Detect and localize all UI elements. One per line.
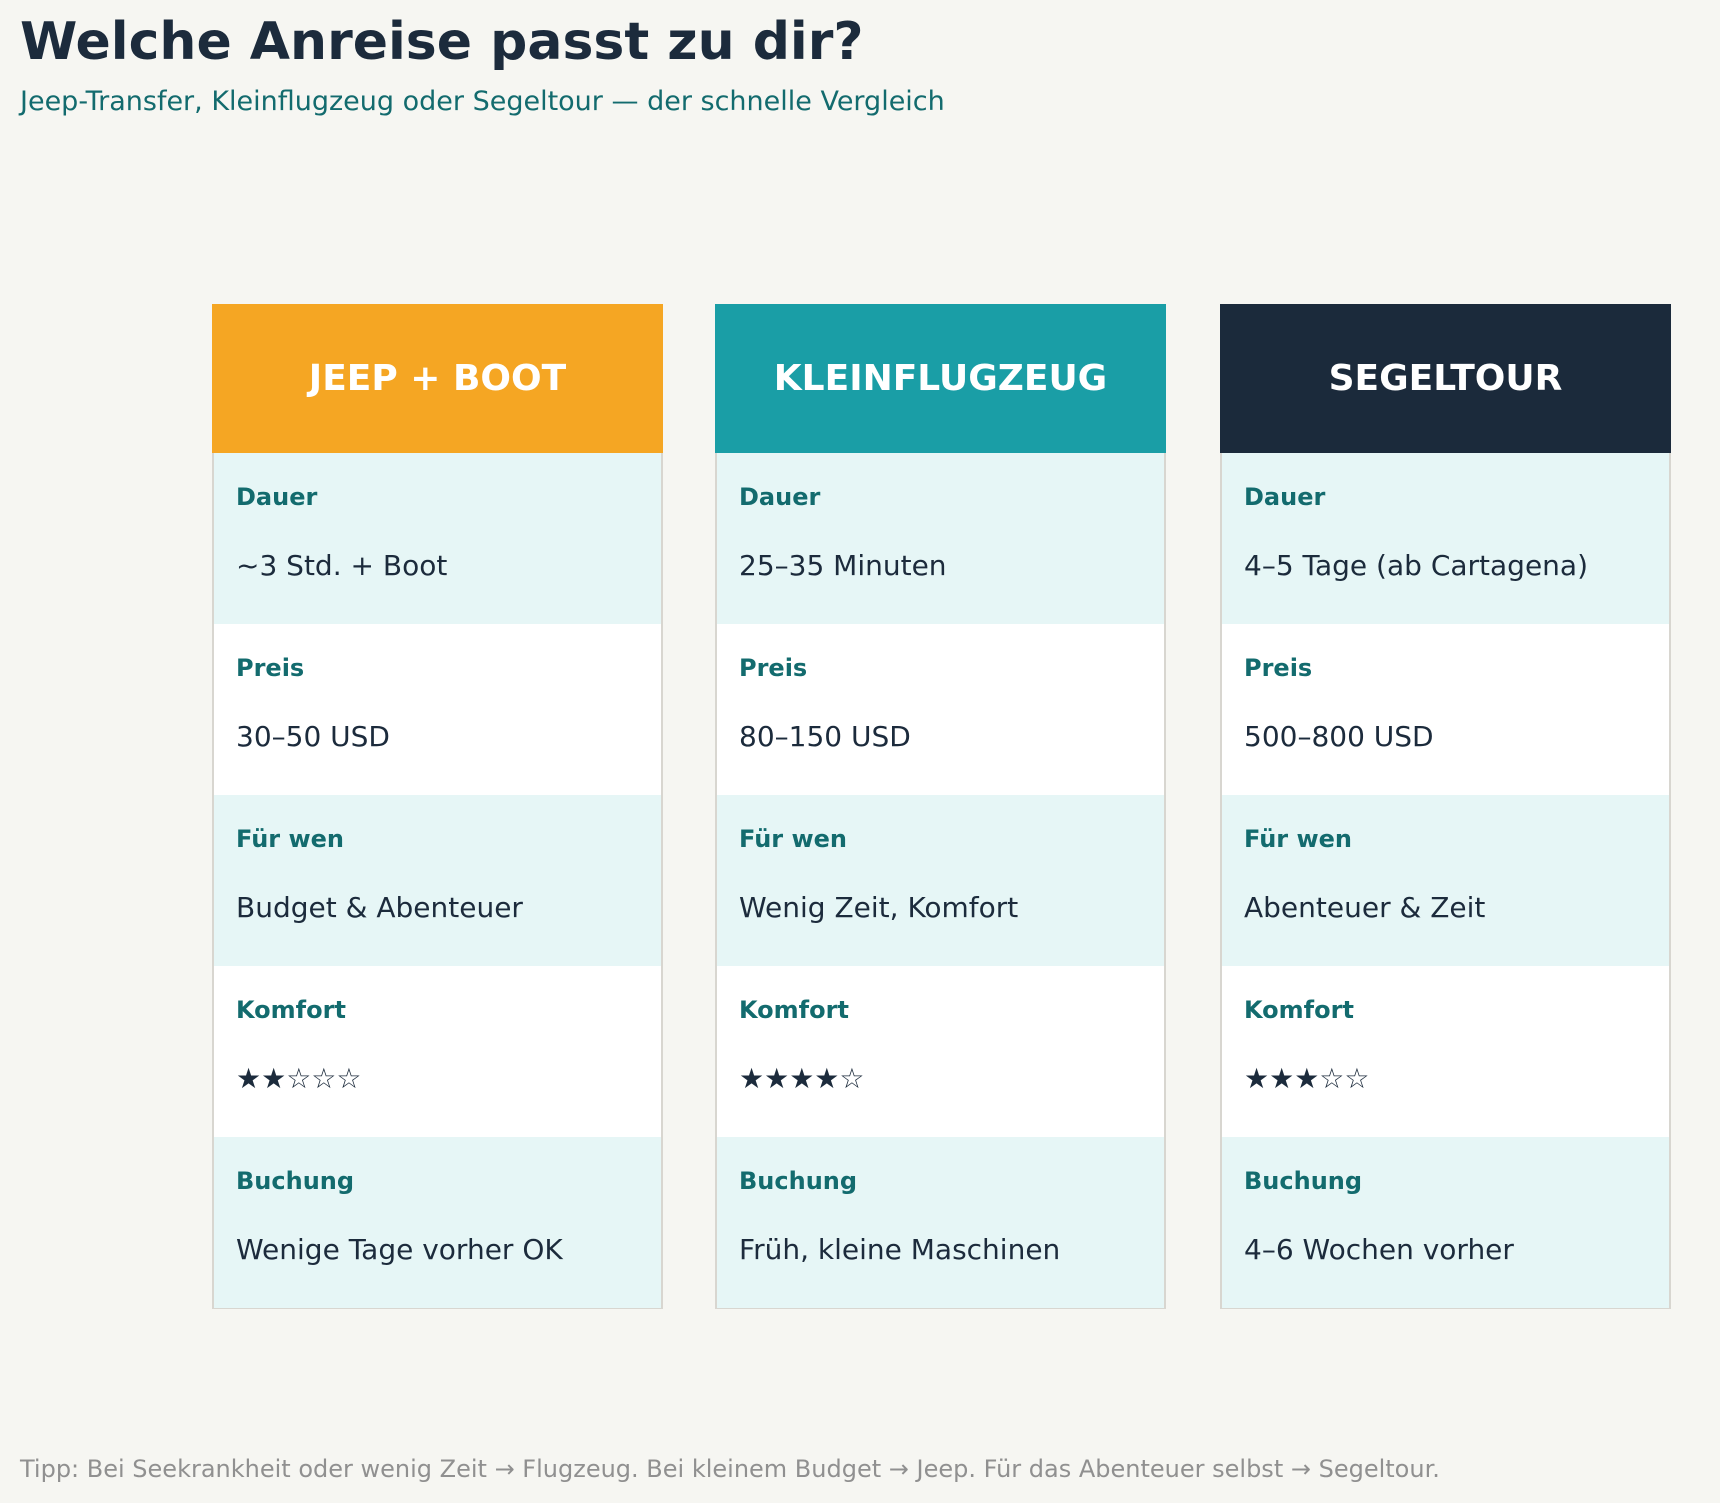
row-value: 80–150 USD <box>739 720 911 753</box>
row-value: ★★☆☆☆ <box>236 1062 362 1095</box>
subtitle: Jeep-Transfer, Kleinflugzeug oder Segelt… <box>20 86 945 117</box>
row-label: Für wen <box>739 825 848 853</box>
row-value: 25–35 Minuten <box>739 549 947 582</box>
card-title: JEEP + BOOT <box>212 304 663 453</box>
row-label: Für wen <box>236 825 345 853</box>
row-label: Preis <box>1244 654 1313 682</box>
option-card: SEGELTOUR Dauer 4–5 Tage (ab Cartagena) Pre… <box>1220 304 1671 1309</box>
card-title: SEGELTOUR <box>1220 304 1671 453</box>
card-row: Buchung Wenige Tage vorher OK <box>214 1137 661 1308</box>
row-value: 30–50 USD <box>236 720 390 753</box>
card-row: Buchung Früh, kleine Maschinen <box>717 1137 1164 1308</box>
row-value: 4–6 Wochen vorher <box>1244 1233 1514 1266</box>
card-row: Preis 30–50 USD <box>214 624 661 795</box>
row-value: ★★★★☆ <box>739 1062 865 1095</box>
row-label: Dauer <box>1244 483 1326 511</box>
card-row: Komfort ★★★☆☆ <box>1222 966 1669 1137</box>
card-title: KLEINFLUGZEUG <box>715 304 1166 453</box>
card-row: Dauer ~3 Std. + Boot <box>214 453 661 624</box>
row-label: Dauer <box>236 483 318 511</box>
title: Welche Anreise passt zu dir? <box>20 12 864 72</box>
row-label: Preis <box>236 654 305 682</box>
row-label: Buchung <box>236 1167 355 1195</box>
row-value: Budget & Abenteuer <box>236 891 523 924</box>
card-row: Komfort ★★★★☆ <box>717 966 1164 1137</box>
card-row: Dauer 25–35 Minuten <box>717 453 1164 624</box>
option-card: JEEP + BOOT Dauer ~3 Std. + Boot Preis 30–50… <box>212 304 663 1309</box>
card-row: Preis 80–150 USD <box>717 624 1164 795</box>
row-value: 500–800 USD <box>1244 720 1434 753</box>
row-label: Für wen <box>1244 825 1353 853</box>
card-row: Komfort ★★☆☆☆ <box>214 966 661 1137</box>
row-value: Abenteuer & Zeit <box>1244 891 1486 924</box>
row-label: Komfort <box>739 996 849 1024</box>
row-value: ★★★☆☆ <box>1244 1062 1370 1095</box>
card-row: Buchung 4–6 Wochen vorher <box>1222 1137 1669 1308</box>
row-value: Früh, kleine Maschinen <box>739 1233 1061 1266</box>
row-value: Wenig Zeit, Komfort <box>739 891 1019 924</box>
row-label: Buchung <box>1244 1167 1363 1195</box>
card-row: Für wen Budget & Abenteuer <box>214 795 661 966</box>
option-card: KLEINFLUGZEUG Dauer 25–35 Minuten Preis 80–1… <box>715 304 1166 1309</box>
card-row: Dauer 4–5 Tage (ab Cartagena) <box>1222 453 1669 624</box>
row-label: Buchung <box>739 1167 858 1195</box>
card-row: Für wen Abenteuer & Zeit <box>1222 795 1669 966</box>
row-label: Preis <box>739 654 808 682</box>
card-row: Für wen Wenig Zeit, Komfort <box>717 795 1164 966</box>
row-label: Komfort <box>1244 996 1354 1024</box>
row-value: Wenige Tage vorher OK <box>236 1233 563 1266</box>
row-label: Komfort <box>236 996 346 1024</box>
row-label: Dauer <box>739 483 821 511</box>
row-value: ~3 Std. + Boot <box>236 549 448 582</box>
card-row: Preis 500–800 USD <box>1222 624 1669 795</box>
row-value: 4–5 Tage (ab Cartagena) <box>1244 549 1588 582</box>
footer-tip: Tipp: Bei Seekrankheit oder wenig Zeit →… <box>20 1455 1440 1483</box>
